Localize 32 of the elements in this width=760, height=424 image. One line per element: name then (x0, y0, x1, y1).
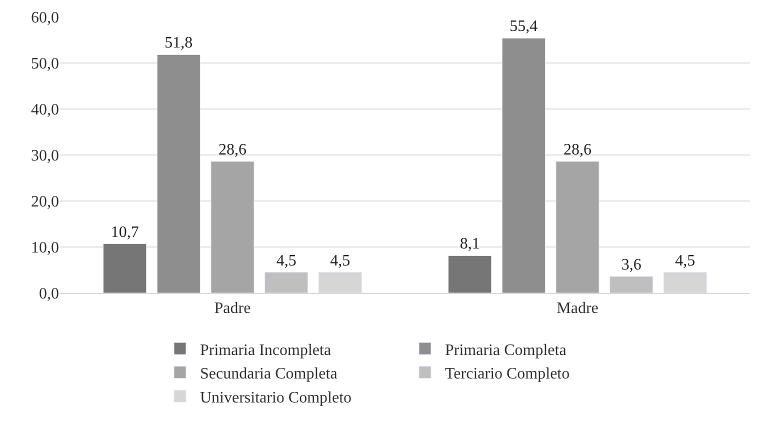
data-label: 28,6 (564, 141, 592, 158)
legend-label: Primaria Incompleta (200, 342, 332, 359)
bar (103, 244, 147, 293)
data-label: 10,7 (110, 224, 139, 241)
bar (210, 161, 254, 293)
data-label: 55,4 (510, 18, 538, 36)
y-tick-label: 20,0 (31, 194, 59, 211)
bar (264, 272, 308, 293)
legend-label: Primaria Completa (445, 342, 566, 359)
data-label: 28,6 (218, 141, 246, 158)
legend-label: Secundaria Completa (200, 366, 338, 383)
data-label: 4,5 (675, 252, 696, 270)
bar (156, 54, 200, 293)
y-tick-label: 30,0 (31, 148, 59, 165)
y-tick-label: 60,0 (31, 10, 59, 27)
y-tick-label: 0,0 (39, 286, 59, 303)
bar (610, 276, 654, 293)
data-label: 8,1 (460, 236, 480, 253)
bar (448, 255, 492, 293)
y-tick-label: 50,0 (31, 56, 59, 73)
data-label: 3,6 (621, 256, 642, 274)
y-tick-label: 40,0 (31, 102, 59, 119)
y-tick-label: 10,0 (31, 240, 59, 257)
x-tick-label: Padre (214, 300, 251, 318)
x-tick-label: Madre (556, 300, 598, 318)
bar (556, 161, 600, 293)
legend-label: Terciario Completo (445, 366, 570, 383)
data-label: 4,5 (330, 252, 350, 270)
legend-label: Universitario Completo (200, 389, 352, 406)
bar (502, 38, 546, 293)
data-label: 51,8 (164, 34, 193, 52)
data-label: 4,5 (276, 252, 296, 270)
